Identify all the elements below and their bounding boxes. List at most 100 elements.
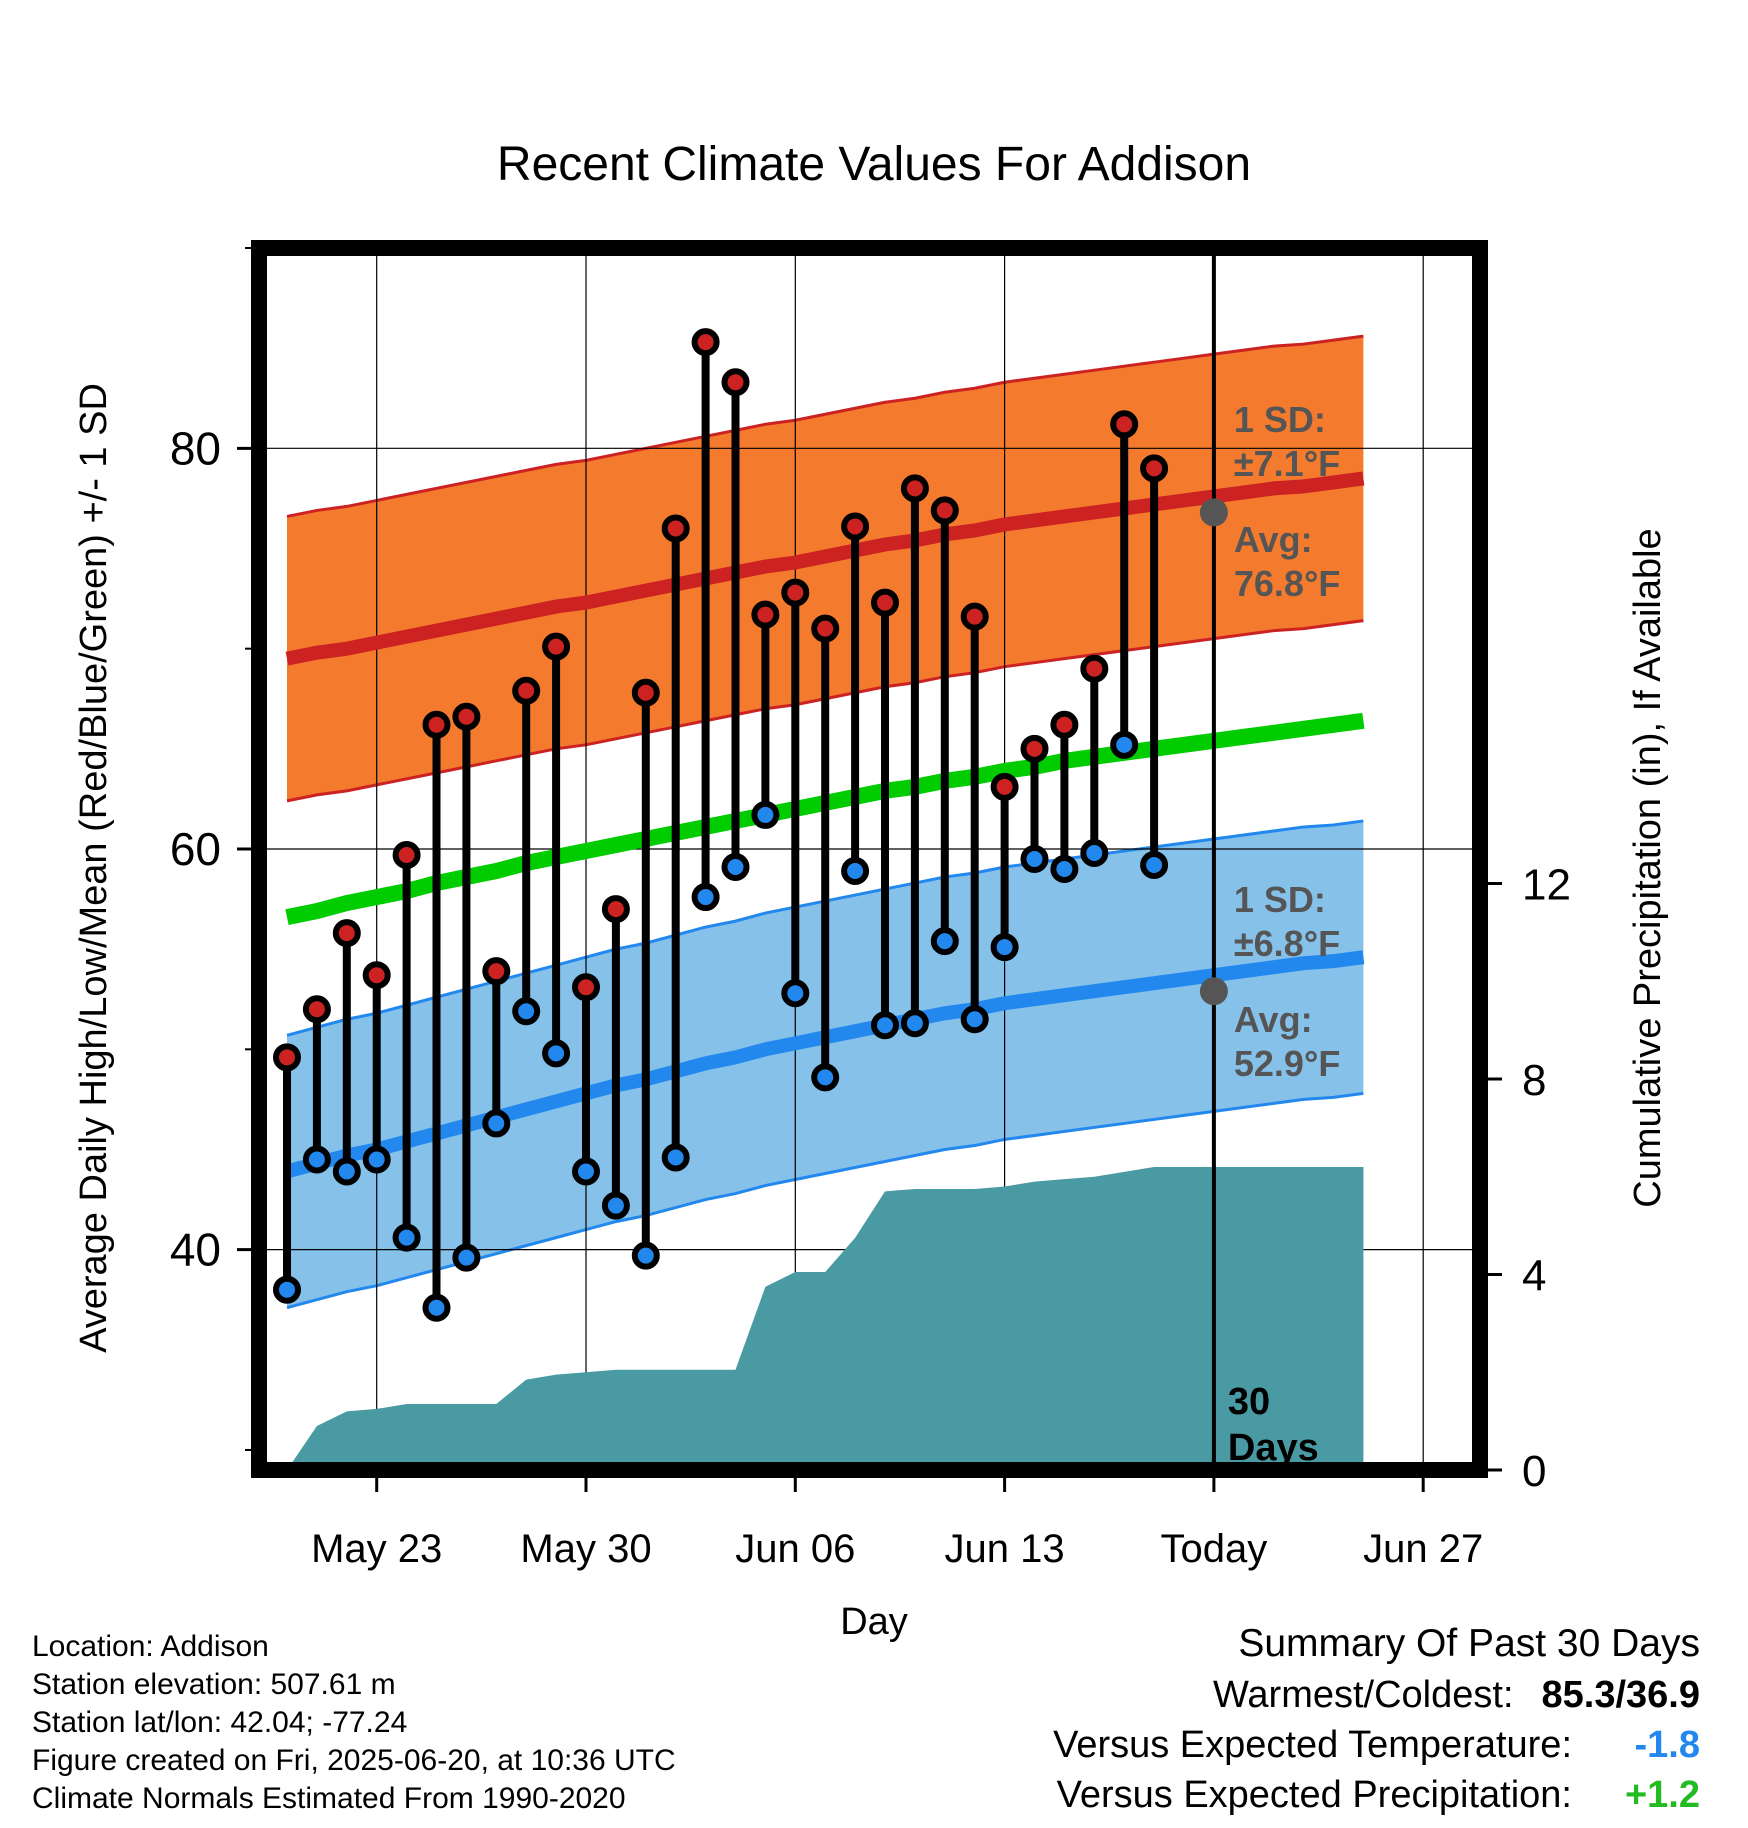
low-point-29 — [1140, 851, 1169, 880]
window-label-count: 30 — [1228, 1381, 1270, 1423]
low-point-4 — [392, 1223, 421, 1252]
low-avg-marker — [1199, 977, 1228, 1006]
high-point-17 — [781, 578, 810, 607]
info-block: Location: Addison Station elevation: 507… — [32, 1628, 676, 1818]
low-point-13 — [661, 1143, 690, 1172]
y-right-label-4: 4 — [1522, 1251, 1546, 1300]
high-point-11 — [601, 895, 630, 924]
summary-warm-cold-label: Warmest/Coldest: — [1212, 1674, 1514, 1716]
high-point-1 — [302, 995, 331, 1024]
low-point-2 — [332, 1157, 361, 1186]
high-avg-value: 76.8°F — [1234, 563, 1340, 604]
info-normals: Climate Normals Estimated From 1990-2020 — [32, 1782, 626, 1815]
low-point-17 — [781, 979, 810, 1008]
high-point-27 — [1080, 654, 1109, 683]
low-point-20 — [871, 1011, 899, 1040]
summary-warm-cold-value: 85.3/36.9 — [1541, 1674, 1700, 1716]
high-sd-value: ±7.1°F — [1234, 443, 1340, 484]
y-right-label-8: 8 — [1522, 1056, 1546, 1105]
low-point-5 — [422, 1293, 451, 1322]
summary-temp-value: -1.8 — [1634, 1724, 1700, 1766]
chart-title: Recent Climate Values For Addison — [497, 138, 1251, 191]
low-point-22 — [930, 927, 959, 956]
low-point-18 — [811, 1063, 840, 1092]
low-point-19 — [841, 857, 870, 886]
high-point-19 — [841, 512, 870, 541]
y-left-label-60: 60 — [170, 823, 221, 875]
high-avg-label: Avg: — [1234, 519, 1313, 560]
high-point-18 — [811, 614, 840, 643]
high-point-3 — [362, 961, 391, 990]
low-sd-label: 1 SD: — [1234, 879, 1326, 920]
high-point-21 — [900, 474, 929, 503]
high-point-4 — [392, 840, 421, 869]
low-point-16 — [751, 800, 780, 829]
x-axis-title: Day — [840, 1601, 908, 1643]
high-point-13 — [661, 514, 690, 543]
precip-area — [287, 1166, 1364, 1470]
high-point-16 — [751, 600, 780, 629]
low-point-28 — [1110, 730, 1139, 759]
high-point-28 — [1110, 410, 1139, 439]
x-label-3: Jun 13 — [945, 1527, 1065, 1571]
low-point-6 — [452, 1243, 481, 1272]
info-location: Location: Addison — [32, 1630, 269, 1663]
info-latlon: Station lat/lon: 42.04; -77.24 — [32, 1706, 408, 1739]
y-right-label-12: 12 — [1522, 860, 1571, 909]
high-point-8 — [512, 676, 541, 705]
high-sd-band-upper — [286, 334, 1364, 518]
low-point-0 — [273, 1275, 301, 1304]
high-point-7 — [482, 957, 511, 986]
info-elevation: Station elevation: 507.61 m — [32, 1668, 396, 1701]
summary-precip: Versus Expected Precipitation: +1.2 — [1057, 1774, 1700, 1817]
high-point-25 — [1020, 734, 1049, 763]
high-point-22 — [930, 496, 959, 525]
high-point-23 — [960, 602, 989, 631]
y-axis-title-right: Cumulative Precipitation (in), If Availa… — [1627, 528, 1669, 1207]
low-point-11 — [601, 1191, 630, 1220]
low-point-27 — [1080, 838, 1109, 867]
high-point-6 — [452, 702, 481, 731]
low-point-7 — [482, 1109, 511, 1138]
high-point-20 — [871, 588, 899, 617]
summary-precip-value: +1.2 — [1624, 1774, 1700, 1816]
x-label-5: Jun 27 — [1363, 1527, 1483, 1571]
y-right-label-0: 0 — [1522, 1447, 1546, 1496]
low-avg-label: Avg: — [1234, 999, 1313, 1040]
y-left-label-40: 40 — [170, 1224, 221, 1276]
x-label-2: Jun 06 — [735, 1527, 855, 1571]
high-point-10 — [572, 973, 600, 1002]
axes: 40 60 80 0 4 8 12 May 23 May 30 Jun 06 Jun 13 Today… — [170, 240, 1571, 1571]
observed-temps — [273, 328, 1169, 1322]
low-sd-value: ±6.8°F — [1234, 923, 1340, 964]
high-point-26 — [1050, 710, 1079, 739]
low-point-8 — [512, 997, 541, 1026]
high-point-29 — [1140, 454, 1169, 483]
plot-frame — [251, 240, 1488, 1478]
high-point-14 — [691, 328, 720, 357]
y-axis-title-left: Average Daily High/Low/Mean (Red/Blue/Gr… — [73, 383, 115, 1353]
summary-temp: Versus Expected Temperature: -1.8 — [1053, 1724, 1700, 1767]
low-point-12 — [631, 1241, 660, 1270]
x-label-1: May 30 — [520, 1527, 651, 1571]
high-point-24 — [990, 772, 1019, 801]
high-point-0 — [273, 1043, 301, 1072]
summary-precip-label: Versus Expected Precipitation: — [1056, 1774, 1572, 1816]
summary-temp-label: Versus Expected Temperature: — [1053, 1724, 1572, 1766]
normal-high-line — [285, 471, 1365, 666]
summary-warm-cold: Warmest/Coldest: 85.3/36.9 — [1213, 1674, 1700, 1717]
low-point-9 — [542, 1039, 571, 1068]
low-avg-value: 52.9°F — [1234, 1043, 1340, 1084]
summary-title: Summary Of Past 30 Days — [1238, 1622, 1700, 1665]
precip-area-group — [287, 1166, 1364, 1470]
low-point-21 — [900, 1009, 929, 1038]
low-point-10 — [572, 1157, 600, 1186]
high-point-9 — [542, 632, 571, 661]
low-point-23 — [960, 1005, 989, 1034]
low-point-14 — [691, 883, 720, 912]
low-point-26 — [1050, 855, 1079, 884]
high-point-5 — [422, 710, 451, 739]
low-point-25 — [1020, 845, 1049, 873]
low-point-15 — [721, 853, 750, 882]
